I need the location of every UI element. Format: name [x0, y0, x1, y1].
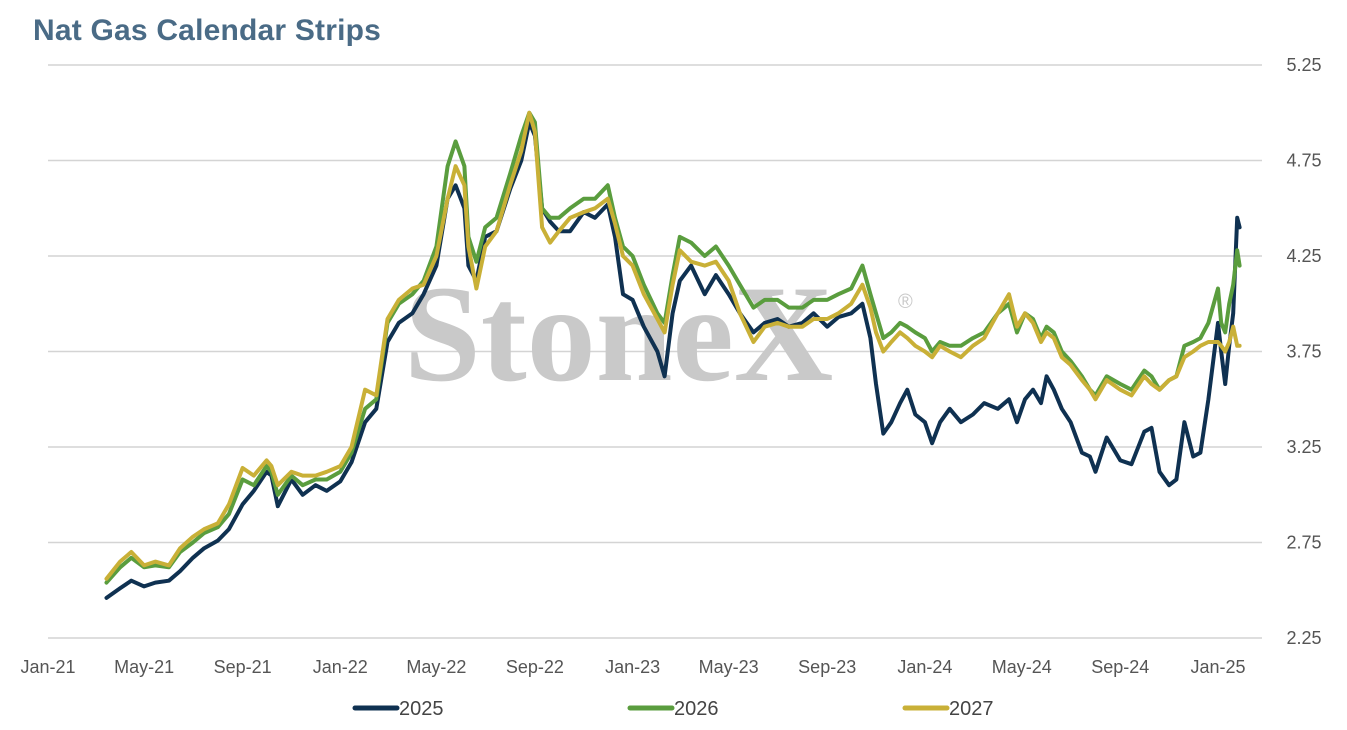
x-tick-label: Sep-21 [214, 657, 272, 677]
series-line-2027 [104, 110, 1242, 581]
y-axis-ticks: 2.25 2.75 3.25 3.75 4.25 4.75 5.25 [1286, 55, 1321, 648]
x-tick-label: Jan-21 [20, 657, 75, 677]
y-tick-label: 3.25 [1286, 437, 1321, 457]
watermark: StoneX ® [404, 257, 913, 410]
chart-title: Nat Gas Calendar Strips [33, 14, 382, 47]
series-lines [104, 110, 1242, 600]
gridlines [48, 64, 1262, 639]
legend-label-2026: 2026 [674, 698, 719, 720]
y-tick-label: 2.75 [1286, 533, 1321, 553]
x-tick-label: Jan-25 [1190, 657, 1245, 677]
x-tick-label: Jan-24 [897, 657, 952, 677]
x-tick-label: Sep-22 [506, 657, 564, 677]
y-tick-label: 4.75 [1286, 151, 1321, 171]
watermark-registered-mark: ® [898, 291, 913, 313]
x-tick-label: Sep-24 [1091, 657, 1149, 677]
y-tick-label: 2.25 [1286, 628, 1321, 648]
legend-label-2025: 2025 [399, 698, 444, 720]
legend: 2025 2026 2027 [352, 698, 994, 720]
x-tick-label: May-24 [992, 657, 1052, 677]
legend-label-2027: 2027 [949, 698, 994, 720]
x-tick-label: Jan-23 [605, 657, 660, 677]
x-tick-label: May-21 [114, 657, 174, 677]
x-tick-label: Sep-23 [798, 657, 856, 677]
y-tick-label: 3.75 [1286, 342, 1321, 362]
x-tick-label: May-22 [406, 657, 466, 677]
series-line-2025 [104, 120, 1242, 600]
y-tick-label: 4.25 [1286, 246, 1321, 266]
x-axis-ticks: Jan-21 May-21 Sep-21 Jan-22 May-22 Sep-22 Jan-… [20, 657, 1245, 677]
x-tick-label: May-23 [699, 657, 759, 677]
watermark-text: StoneX [404, 257, 833, 410]
y-tick-label: 5.25 [1286, 55, 1321, 75]
x-tick-label: Jan-22 [313, 657, 368, 677]
